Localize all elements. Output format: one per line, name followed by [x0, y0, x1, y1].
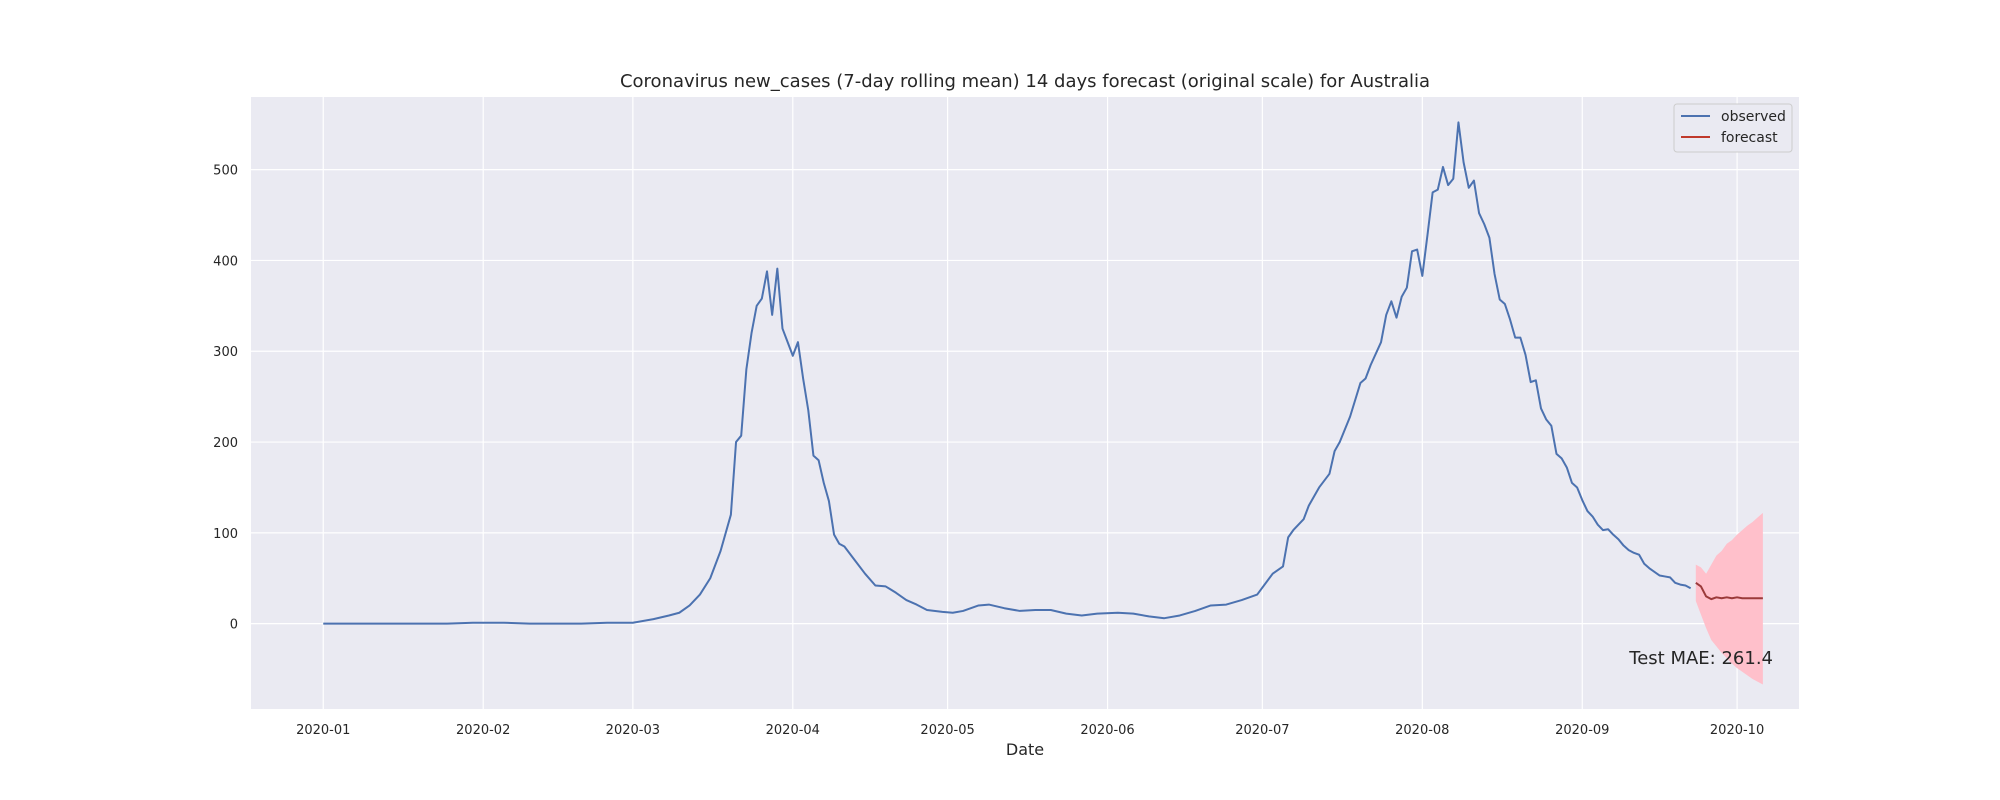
observed-series-line: [323, 121, 1692, 625]
x-axis-label: Date: [1006, 740, 1044, 759]
legend: observed forecast: [1673, 103, 1793, 153]
x-tick-label: 2020-10: [1710, 723, 1764, 738]
x-tick-label: 2020-07: [1235, 723, 1289, 738]
x-tick-label: 2020-05: [920, 723, 974, 738]
y-tick-label: 300: [213, 345, 238, 360]
y-tick-labels: 0 100 200 300 400 500: [213, 164, 238, 633]
legend-forecast-label: forecast: [1721, 130, 1778, 146]
y-tick-label: 100: [213, 527, 238, 542]
y-tick-label: 0: [230, 618, 238, 633]
x-tick-labels: 2020-01 2020-02 2020-03 2020-04 2020-05 2020-…: [296, 723, 1764, 738]
chart-title: Coronavirus new_cases (7-day rolling mea…: [620, 71, 1430, 92]
x-tick-label: 2020-09: [1555, 723, 1609, 738]
series-lines-layer: [323, 121, 1763, 625]
x-tick-label: 2020-04: [766, 723, 820, 738]
x-tick-label: 2020-03: [606, 723, 660, 738]
y-tick-label: 500: [213, 164, 238, 179]
test-mae-annotation: Test MAE: 261.4: [1628, 648, 1773, 669]
forecast-series-line: [1695, 581, 1763, 601]
x-tick-label: 2020-01: [296, 723, 350, 738]
x-tick-label: 2020-06: [1080, 723, 1134, 738]
y-tick-label: 200: [213, 436, 238, 451]
x-tick-label: 2020-08: [1395, 723, 1449, 738]
legend-observed-label: observed: [1721, 109, 1786, 125]
y-tick-label: 400: [213, 254, 238, 269]
x-tick-label: 2020-02: [456, 723, 510, 738]
